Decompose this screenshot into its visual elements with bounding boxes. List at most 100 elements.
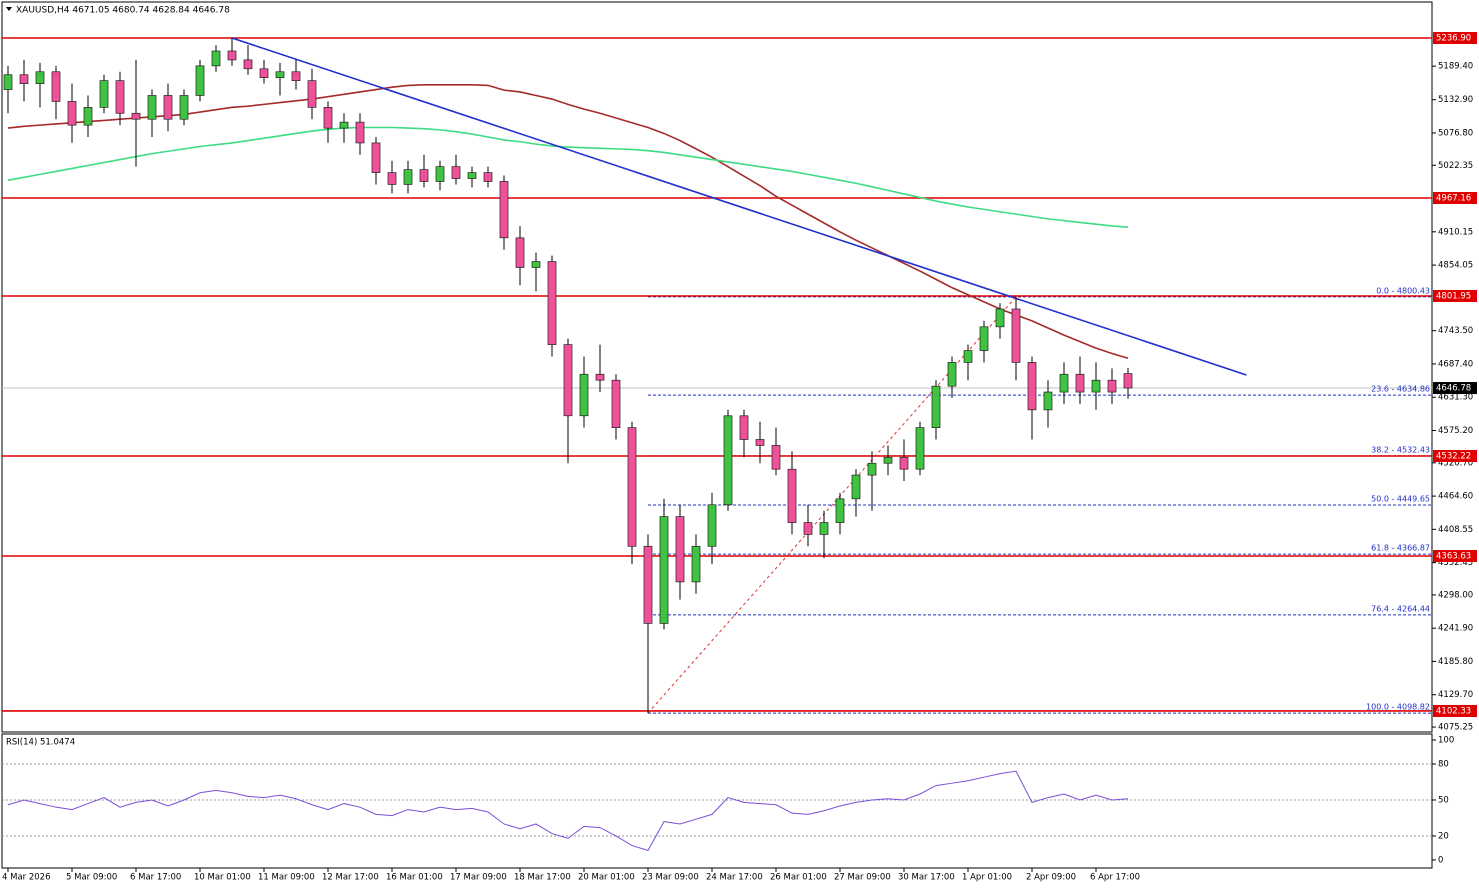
candle-body [771, 445, 781, 470]
menu-icon [6, 7, 12, 11]
candle-body [1075, 373, 1085, 393]
candle-body [867, 462, 877, 476]
candle-body [147, 95, 157, 120]
candle-body [819, 522, 829, 535]
candle-body [419, 169, 429, 182]
candle-body [755, 439, 765, 446]
x-tick-label: 1 Apr 01:00 [962, 873, 1012, 883]
candle-body [579, 373, 589, 417]
moving-average [7, 84, 1129, 360]
candle-body [211, 50, 221, 67]
x-tick-label: 30 Mar 17:00 [898, 873, 955, 883]
candle-body [35, 71, 45, 84]
y-tick-label: 4910.15 [1438, 227, 1473, 237]
candle-body [307, 80, 317, 108]
candle-body [835, 498, 845, 523]
candle-body [499, 181, 509, 239]
candle-body [563, 344, 573, 417]
candle-body [787, 468, 797, 523]
candle-body [1107, 379, 1117, 393]
candle-body [707, 504, 717, 547]
candle-body [99, 80, 109, 108]
trendline [231, 37, 1247, 376]
candle-body [739, 415, 749, 440]
x-tick-label: 6 Apr 17:00 [1090, 873, 1140, 883]
candle-body [547, 261, 557, 345]
x-tick-label: 23 Mar 09:00 [642, 873, 699, 883]
candle-body [947, 362, 957, 387]
rsi-pane [1, 733, 1433, 869]
y-tick-label: 4185.80 [1438, 657, 1473, 667]
candle-body [851, 474, 861, 500]
x-tick-label: 27 Mar 09:00 [834, 873, 891, 883]
candle-body [435, 166, 445, 182]
main-pane [1, 1, 1433, 733]
candle-body [387, 172, 397, 185]
candle-body [659, 516, 669, 624]
x-tick-label: 26 Mar 01:00 [770, 873, 827, 883]
x-tick-label: 24 Mar 17:00 [706, 873, 763, 883]
fib-level-label: 38.2 - 4532.43 [1371, 445, 1430, 454]
candle-body [963, 350, 973, 363]
candle-body [531, 261, 541, 268]
candle-body [611, 379, 621, 429]
rsi-tick-label: 0 [1438, 855, 1443, 865]
candle-body [291, 71, 301, 82]
level-label: 4801.95 [1436, 291, 1471, 301]
x-tick-label: 11 Mar 09:00 [258, 873, 315, 883]
candle-body [883, 456, 893, 464]
rsi-tick-label: 50 [1438, 795, 1449, 805]
y-tick-label: 4075.25 [1438, 723, 1473, 733]
y-tick-label: 4575.20 [1438, 426, 1473, 436]
rsi-tick-label: 80 [1438, 759, 1449, 769]
candle-body [451, 166, 461, 179]
candle-body [195, 65, 205, 96]
level-tag [1433, 289, 1477, 302]
candle-body [179, 95, 189, 120]
candle-body [227, 50, 237, 61]
x-tick-label: 12 Mar 17:00 [322, 873, 379, 883]
candle-body [1059, 373, 1069, 393]
level-tag [1433, 192, 1477, 205]
candle-body [131, 112, 141, 120]
fib-level-label: 76.4 - 4264.44 [1371, 604, 1430, 613]
level-label: 5236.90 [1436, 34, 1471, 44]
moving-average [7, 126, 1129, 228]
candle-body [275, 71, 285, 79]
level-tag [1433, 32, 1477, 45]
candle-body [483, 172, 493, 182]
y-tick-label: 4520.70 [1438, 458, 1473, 468]
candle-body [723, 415, 733, 506]
price-label: 4646.78 [1436, 384, 1471, 394]
candle-body [371, 142, 381, 173]
y-tick-label: 5022.35 [1438, 161, 1473, 171]
candle-body [931, 385, 941, 429]
candle-body [163, 95, 173, 120]
candle-body [1091, 379, 1101, 393]
y-tick-label: 4298.00 [1438, 590, 1473, 600]
y-tick-label: 5076.80 [1438, 128, 1473, 138]
x-tick-label: 16 Mar 01:00 [386, 873, 443, 883]
x-tick-label: 20 Mar 01:00 [578, 873, 635, 883]
price-tag [1433, 382, 1477, 395]
rsi-line [7, 770, 1129, 851]
level-tag [1433, 704, 1477, 717]
candle-body [259, 68, 269, 79]
y-tick-label: 4743.50 [1438, 326, 1473, 336]
y-tick-label: 5132.90 [1438, 95, 1473, 105]
candle-body [51, 71, 61, 102]
candle-body [1043, 391, 1053, 411]
y-tick-label: 4854.05 [1438, 261, 1473, 271]
y-tick-label: 4631.30 [1438, 393, 1473, 403]
level-tag [1433, 449, 1477, 462]
y-tick-label: 5189.40 [1438, 62, 1473, 72]
candle-body [83, 106, 93, 126]
fib-level-label: 50.0 - 4449.65 [1371, 494, 1430, 503]
level-label: 4532.22 [1436, 451, 1471, 461]
x-tick-label: 18 Mar 17:00 [514, 873, 571, 883]
candle-body [467, 172, 477, 179]
fib-level-label: 100.0 - 4098.82 [1366, 703, 1430, 712]
x-tick-label: 17 Mar 09:00 [450, 873, 507, 883]
candle-body [1011, 308, 1021, 363]
rsi-tick-label: 20 [1438, 831, 1449, 841]
